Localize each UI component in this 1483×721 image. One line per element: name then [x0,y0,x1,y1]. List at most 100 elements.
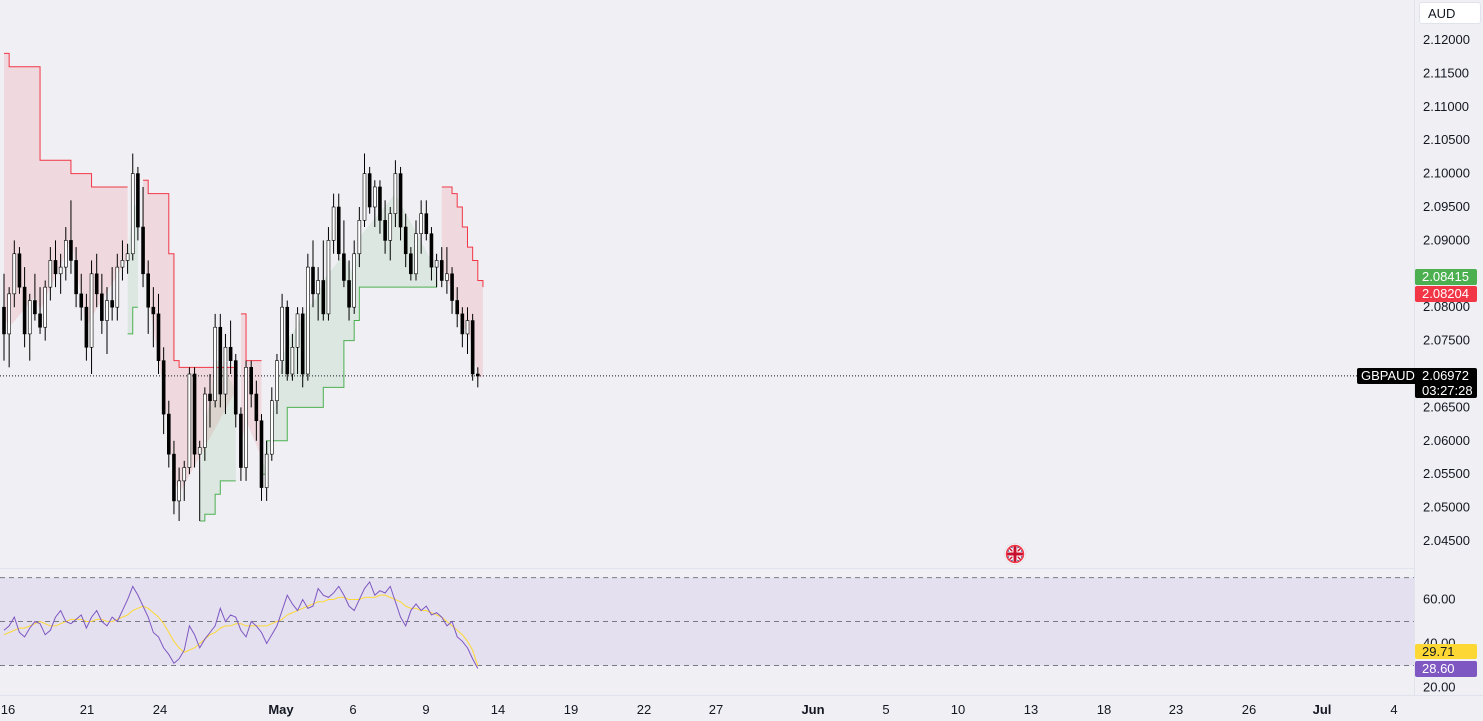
candle[interactable] [347,260,351,321]
price-pane[interactable] [0,52,1415,522]
candle[interactable] [378,180,382,234]
candle[interactable] [367,166,372,214]
candle[interactable] [115,253,120,321]
candle[interactable] [331,193,336,254]
candle[interactable] [233,353,238,428]
candle[interactable] [342,220,346,288]
candle[interactable] [475,367,480,388]
candle[interactable] [264,440,269,501]
candle[interactable] [74,247,78,308]
candle[interactable] [12,240,17,308]
candle[interactable] [465,307,470,354]
candle[interactable] [120,240,125,281]
candle[interactable] [316,267,320,321]
candle[interactable] [69,200,73,274]
candle[interactable] [300,307,305,388]
rsi-pane[interactable] [0,577,1415,669]
candle[interactable] [455,287,460,328]
candle[interactable] [7,287,11,368]
candle[interactable] [43,280,48,341]
candle[interactable] [192,367,197,468]
candle[interactable] [362,153,367,228]
candle[interactable] [223,333,228,415]
candle[interactable] [244,360,248,481]
candle[interactable] [105,287,109,354]
candle[interactable] [187,367,192,475]
candle[interactable] [254,380,259,441]
candle[interactable] [208,374,212,428]
candle[interactable] [100,273,104,334]
candle[interactable] [352,240,357,314]
candle[interactable] [249,360,253,408]
candle[interactable] [275,353,279,415]
candle[interactable] [445,247,449,294]
candle[interactable] [228,320,233,374]
candle[interactable] [2,273,6,361]
candle[interactable] [110,267,114,321]
candle[interactable] [125,243,130,274]
candle[interactable] [17,247,22,294]
candle[interactable] [136,166,140,241]
candle[interactable] [167,400,171,468]
candle[interactable] [58,253,63,294]
candle[interactable] [285,300,290,381]
candle[interactable] [306,253,310,381]
candle[interactable] [182,460,187,501]
candle[interactable] [259,414,264,501]
candle[interactable] [64,227,68,281]
candle[interactable] [424,200,429,241]
candle[interactable] [419,200,423,254]
candle[interactable] [79,273,84,321]
candle[interactable] [177,467,181,521]
uk-flag-icon[interactable] [1004,543,1026,565]
candle[interactable] [403,213,408,268]
time-axis[interactable]: 16 21 24 May 6 9 14 19 22 27 Jun 5 10 13 18 23 26 Jul 4 [1,702,1398,717]
candle[interactable] [22,267,27,348]
candle[interactable] [393,160,398,228]
price-axis[interactable]: 2.12000 2.11500 2.11000 2.10500 2.10000 2.095… [1423,32,1470,548]
candle[interactable] [280,293,284,374]
candle[interactable] [336,193,341,261]
candle[interactable] [172,440,176,515]
candle[interactable] [156,293,161,374]
candle[interactable] [27,293,32,361]
candle[interactable] [48,247,53,301]
candle[interactable] [53,240,58,288]
candle[interactable] [311,240,315,308]
candle[interactable] [203,387,207,461]
candle[interactable] [269,387,274,461]
candle[interactable] [295,307,300,374]
candle[interactable] [146,260,150,334]
candle[interactable] [372,180,377,228]
candle[interactable] [429,227,434,281]
candle[interactable] [89,260,94,374]
candle[interactable] [398,166,403,241]
candle[interactable] [130,153,135,261]
candle[interactable] [439,247,444,288]
candle[interactable] [357,207,362,268]
candle[interactable] [213,313,217,408]
candle[interactable] [414,220,418,281]
candle[interactable] [450,267,454,314]
candle[interactable] [94,253,99,308]
candle[interactable] [460,307,465,348]
candle[interactable] [33,273,37,321]
candle[interactable] [290,333,295,381]
candle[interactable] [470,313,475,381]
candle[interactable] [218,313,223,408]
candle[interactable] [383,200,387,254]
currency-label[interactable]: AUD [1419,2,1481,24]
candle[interactable] [434,253,439,288]
candle[interactable] [84,293,89,361]
candle[interactable] [38,287,42,334]
candle[interactable] [388,207,393,261]
candle[interactable] [326,227,331,321]
candle[interactable] [409,247,413,281]
candle[interactable] [321,240,326,321]
candle[interactable] [239,407,243,481]
candle[interactable] [197,440,202,521]
candle[interactable] [141,186,145,288]
candle[interactable] [151,287,156,348]
candle[interactable] [161,347,166,435]
